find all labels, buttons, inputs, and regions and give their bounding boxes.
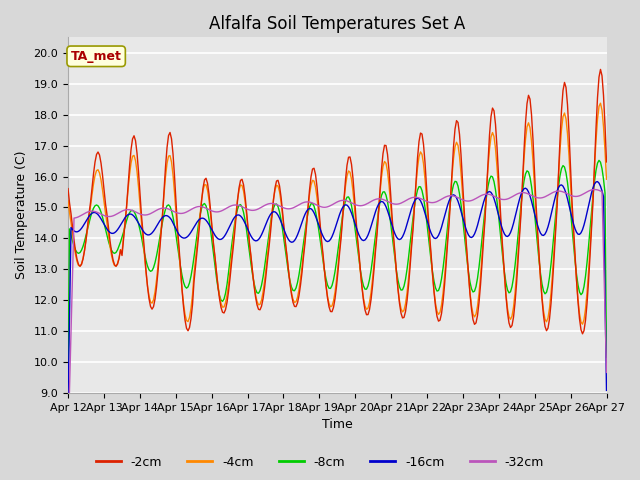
Text: TA_met: TA_met: [71, 50, 122, 63]
Title: Alfalfa Soil Temperatures Set A: Alfalfa Soil Temperatures Set A: [209, 15, 465, 33]
Legend: -2cm, -4cm, -8cm, -16cm, -32cm: -2cm, -4cm, -8cm, -16cm, -32cm: [91, 451, 549, 474]
X-axis label: Time: Time: [322, 419, 353, 432]
Y-axis label: Soil Temperature (C): Soil Temperature (C): [15, 151, 28, 279]
